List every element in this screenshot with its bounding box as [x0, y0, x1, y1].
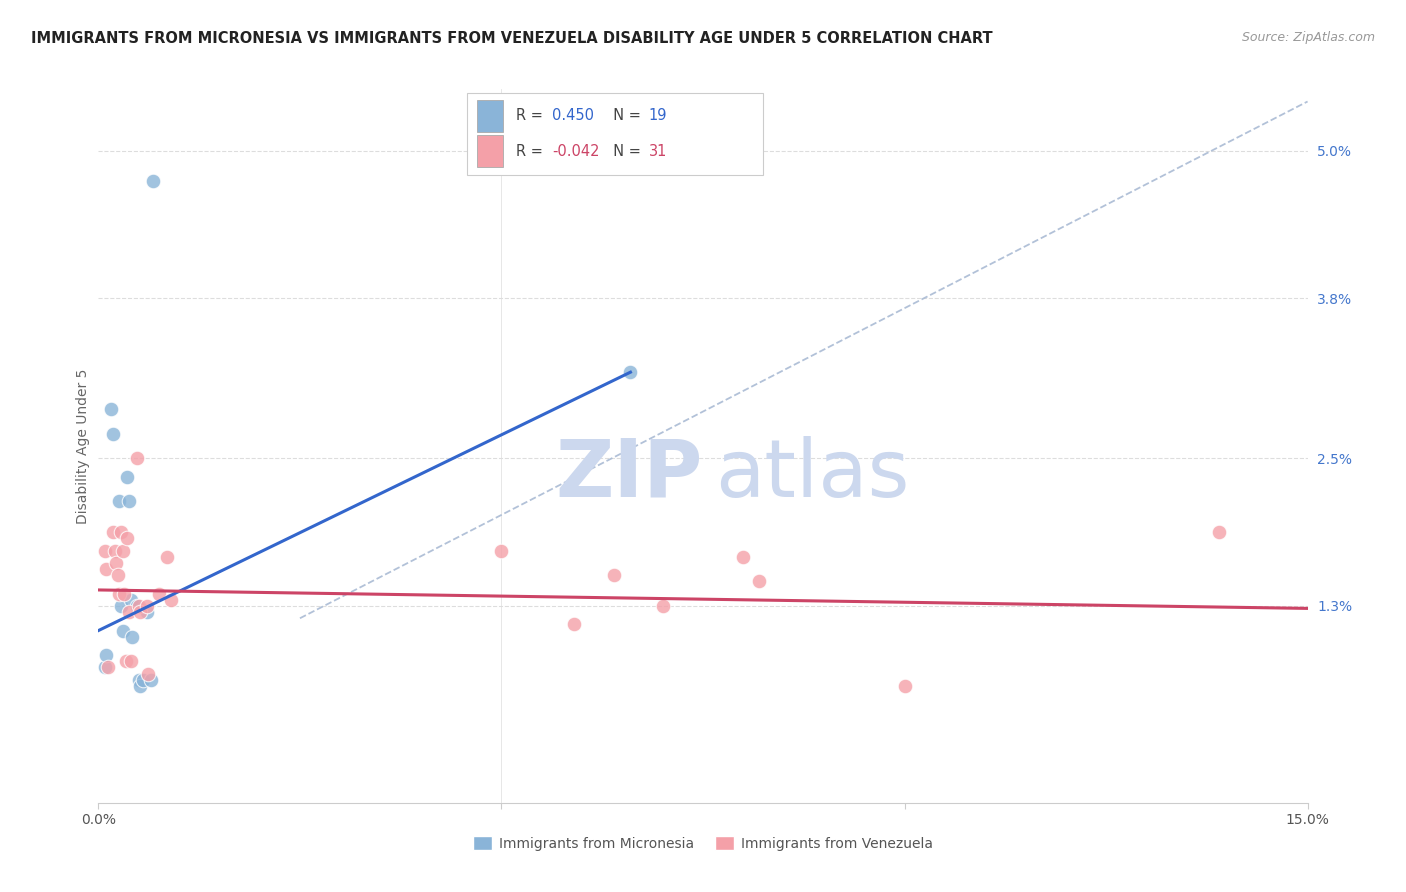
Text: ZIP: ZIP — [555, 435, 703, 514]
Point — [108, 587, 131, 601]
Point — [121, 630, 143, 644]
Point — [94, 648, 117, 662]
Point — [101, 525, 124, 540]
Point — [142, 174, 165, 188]
Text: 31: 31 — [648, 144, 666, 159]
Text: -0.042: -0.042 — [551, 144, 599, 159]
Point — [111, 624, 134, 638]
Point — [97, 660, 120, 674]
Point — [110, 599, 132, 613]
Point — [107, 494, 129, 508]
Point — [127, 451, 149, 466]
Point — [138, 666, 160, 681]
Point — [128, 599, 150, 613]
Point — [96, 562, 118, 576]
Text: N =: N = — [603, 108, 645, 123]
Point — [118, 494, 141, 508]
Point — [115, 469, 138, 483]
Point — [111, 543, 134, 558]
FancyBboxPatch shape — [467, 93, 763, 175]
Point — [748, 574, 770, 589]
Text: R =: R = — [516, 144, 547, 159]
Point — [107, 568, 129, 582]
Point — [128, 673, 150, 687]
Legend: Immigrants from Micronesia, Immigrants from Venezuela: Immigrants from Micronesia, Immigrants f… — [467, 830, 939, 856]
Point — [135, 605, 157, 619]
FancyBboxPatch shape — [477, 136, 503, 168]
Point — [100, 402, 122, 417]
Point — [120, 592, 142, 607]
Point — [101, 426, 124, 441]
Point — [127, 599, 149, 613]
Point — [114, 654, 136, 668]
Point — [112, 587, 135, 601]
Point — [148, 587, 170, 601]
Point — [733, 549, 755, 564]
Text: IMMIGRANTS FROM MICRONESIA VS IMMIGRANTS FROM VENEZUELA DISABILITY AGE UNDER 5 C: IMMIGRANTS FROM MICRONESIA VS IMMIGRANTS… — [31, 31, 993, 46]
Point — [156, 549, 179, 564]
Point — [132, 673, 155, 687]
Point — [105, 556, 128, 570]
Point — [135, 599, 157, 613]
FancyBboxPatch shape — [477, 100, 503, 132]
Point — [129, 679, 152, 693]
Point — [619, 365, 641, 379]
Point — [118, 605, 141, 619]
Text: 0.450: 0.450 — [551, 108, 593, 123]
Point — [491, 543, 513, 558]
Point — [103, 543, 125, 558]
Point — [94, 660, 117, 674]
Point — [139, 673, 162, 687]
Point — [603, 568, 626, 582]
Text: N =: N = — [603, 144, 645, 159]
Point — [893, 679, 915, 693]
Point — [1208, 525, 1230, 540]
Point — [562, 617, 585, 632]
Point — [110, 525, 132, 540]
Text: Source: ZipAtlas.com: Source: ZipAtlas.com — [1241, 31, 1375, 45]
Text: atlas: atlas — [716, 435, 910, 514]
Text: R =: R = — [516, 108, 547, 123]
Point — [117, 531, 139, 545]
Point — [160, 592, 183, 607]
Y-axis label: Disability Age Under 5: Disability Age Under 5 — [76, 368, 90, 524]
Point — [94, 543, 117, 558]
Point — [129, 605, 152, 619]
Point — [651, 599, 673, 613]
Text: 19: 19 — [648, 108, 666, 123]
Point — [120, 654, 142, 668]
